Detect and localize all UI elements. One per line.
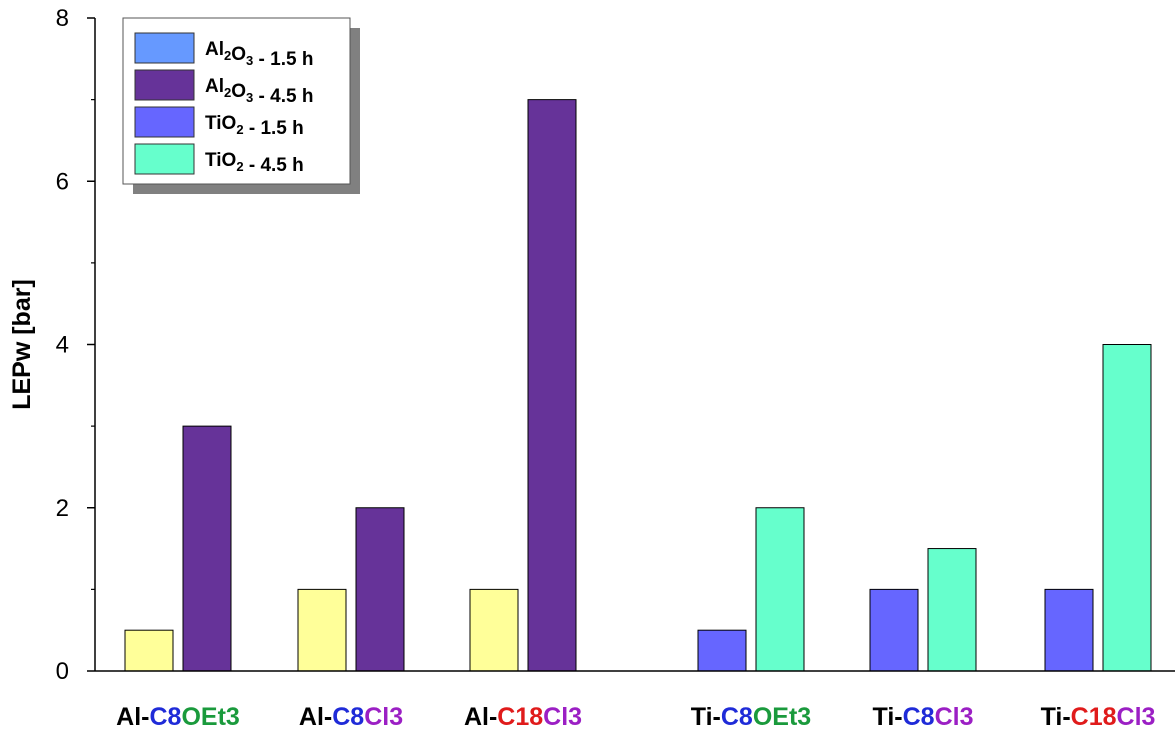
- bar: [527, 99, 577, 672]
- category-label-part: Cl3: [543, 703, 582, 731]
- category-label-part: OEt3: [753, 703, 811, 731]
- y-tick-label: 2: [56, 495, 69, 522]
- bar: [755, 507, 805, 672]
- legend-swatch: [134, 106, 195, 138]
- category-label-part: Al-: [299, 703, 332, 731]
- bar: [355, 507, 405, 672]
- y-tick-label: 6: [56, 168, 69, 195]
- category-label-part: C8: [721, 703, 753, 731]
- category-label-part: Al-: [464, 703, 497, 731]
- legend-label: TiO2 - 4.5 h: [205, 150, 304, 176]
- bar: [1044, 588, 1094, 672]
- x-axis-category-labels: Al-C8OEt3 Al-C8Cl3 Al-C18Cl3 Ti-C8OEt3 Ti-C8…: [116, 703, 1155, 731]
- category-label-part: C8: [903, 703, 935, 731]
- category-label-part: Cl3: [1117, 703, 1156, 731]
- x-category-label: Al-C8Cl3: [299, 703, 403, 731]
- category-label-part: Ti-: [873, 703, 903, 731]
- bar: [469, 588, 519, 672]
- category-label-part: C8: [332, 703, 364, 731]
- category-label-part: Ti-: [1041, 703, 1071, 731]
- bar: [124, 629, 174, 672]
- bar: [182, 425, 232, 672]
- x-category-label: Al-C18Cl3: [464, 703, 582, 731]
- bar: [697, 629, 747, 672]
- legend: Al2O3 - 1.5 h Al2O3 - 4.5 h TiO2 - 1.5 h Ti…: [122, 17, 360, 194]
- bar: [1102, 344, 1152, 672]
- category-label-part: OEt3: [181, 703, 239, 731]
- bar: [927, 548, 977, 672]
- x-category-label: Ti-C8OEt3: [691, 703, 811, 731]
- legend-swatch: [134, 143, 195, 175]
- x-category-label: Ti-C8Cl3: [873, 703, 974, 731]
- y-axis-title: LEPw [bar]: [8, 279, 36, 410]
- y-axis-ticks: 0 2 4 6 8: [56, 5, 95, 685]
- bar: [297, 588, 347, 672]
- legend-label: TiO2 - 1.5 h: [205, 113, 304, 139]
- category-label-part: Cl3: [935, 703, 974, 731]
- category-label-part: Cl3: [364, 703, 403, 731]
- legend-label: Al2O3 - 4.5 h: [205, 76, 313, 107]
- category-label-part: Ti-: [691, 703, 721, 731]
- category-label-part: C18: [497, 703, 543, 731]
- legend-label: Al2O3 - 1.5 h: [205, 39, 313, 70]
- bars-layer: [124, 99, 1152, 672]
- x-category-label: Ti-C18Cl3: [1041, 703, 1156, 731]
- legend-swatch: [134, 32, 195, 64]
- y-tick-label: 8: [56, 5, 69, 32]
- x-category-label: Al-C8OEt3: [116, 703, 240, 731]
- y-tick-label: 4: [56, 332, 69, 359]
- category-label-part: C8: [150, 703, 182, 731]
- bar: [869, 588, 919, 672]
- category-label-part: Al-: [116, 703, 149, 731]
- category-label-part: C18: [1071, 703, 1117, 731]
- y-tick-label: 0: [56, 658, 69, 685]
- legend-swatch: [134, 69, 195, 101]
